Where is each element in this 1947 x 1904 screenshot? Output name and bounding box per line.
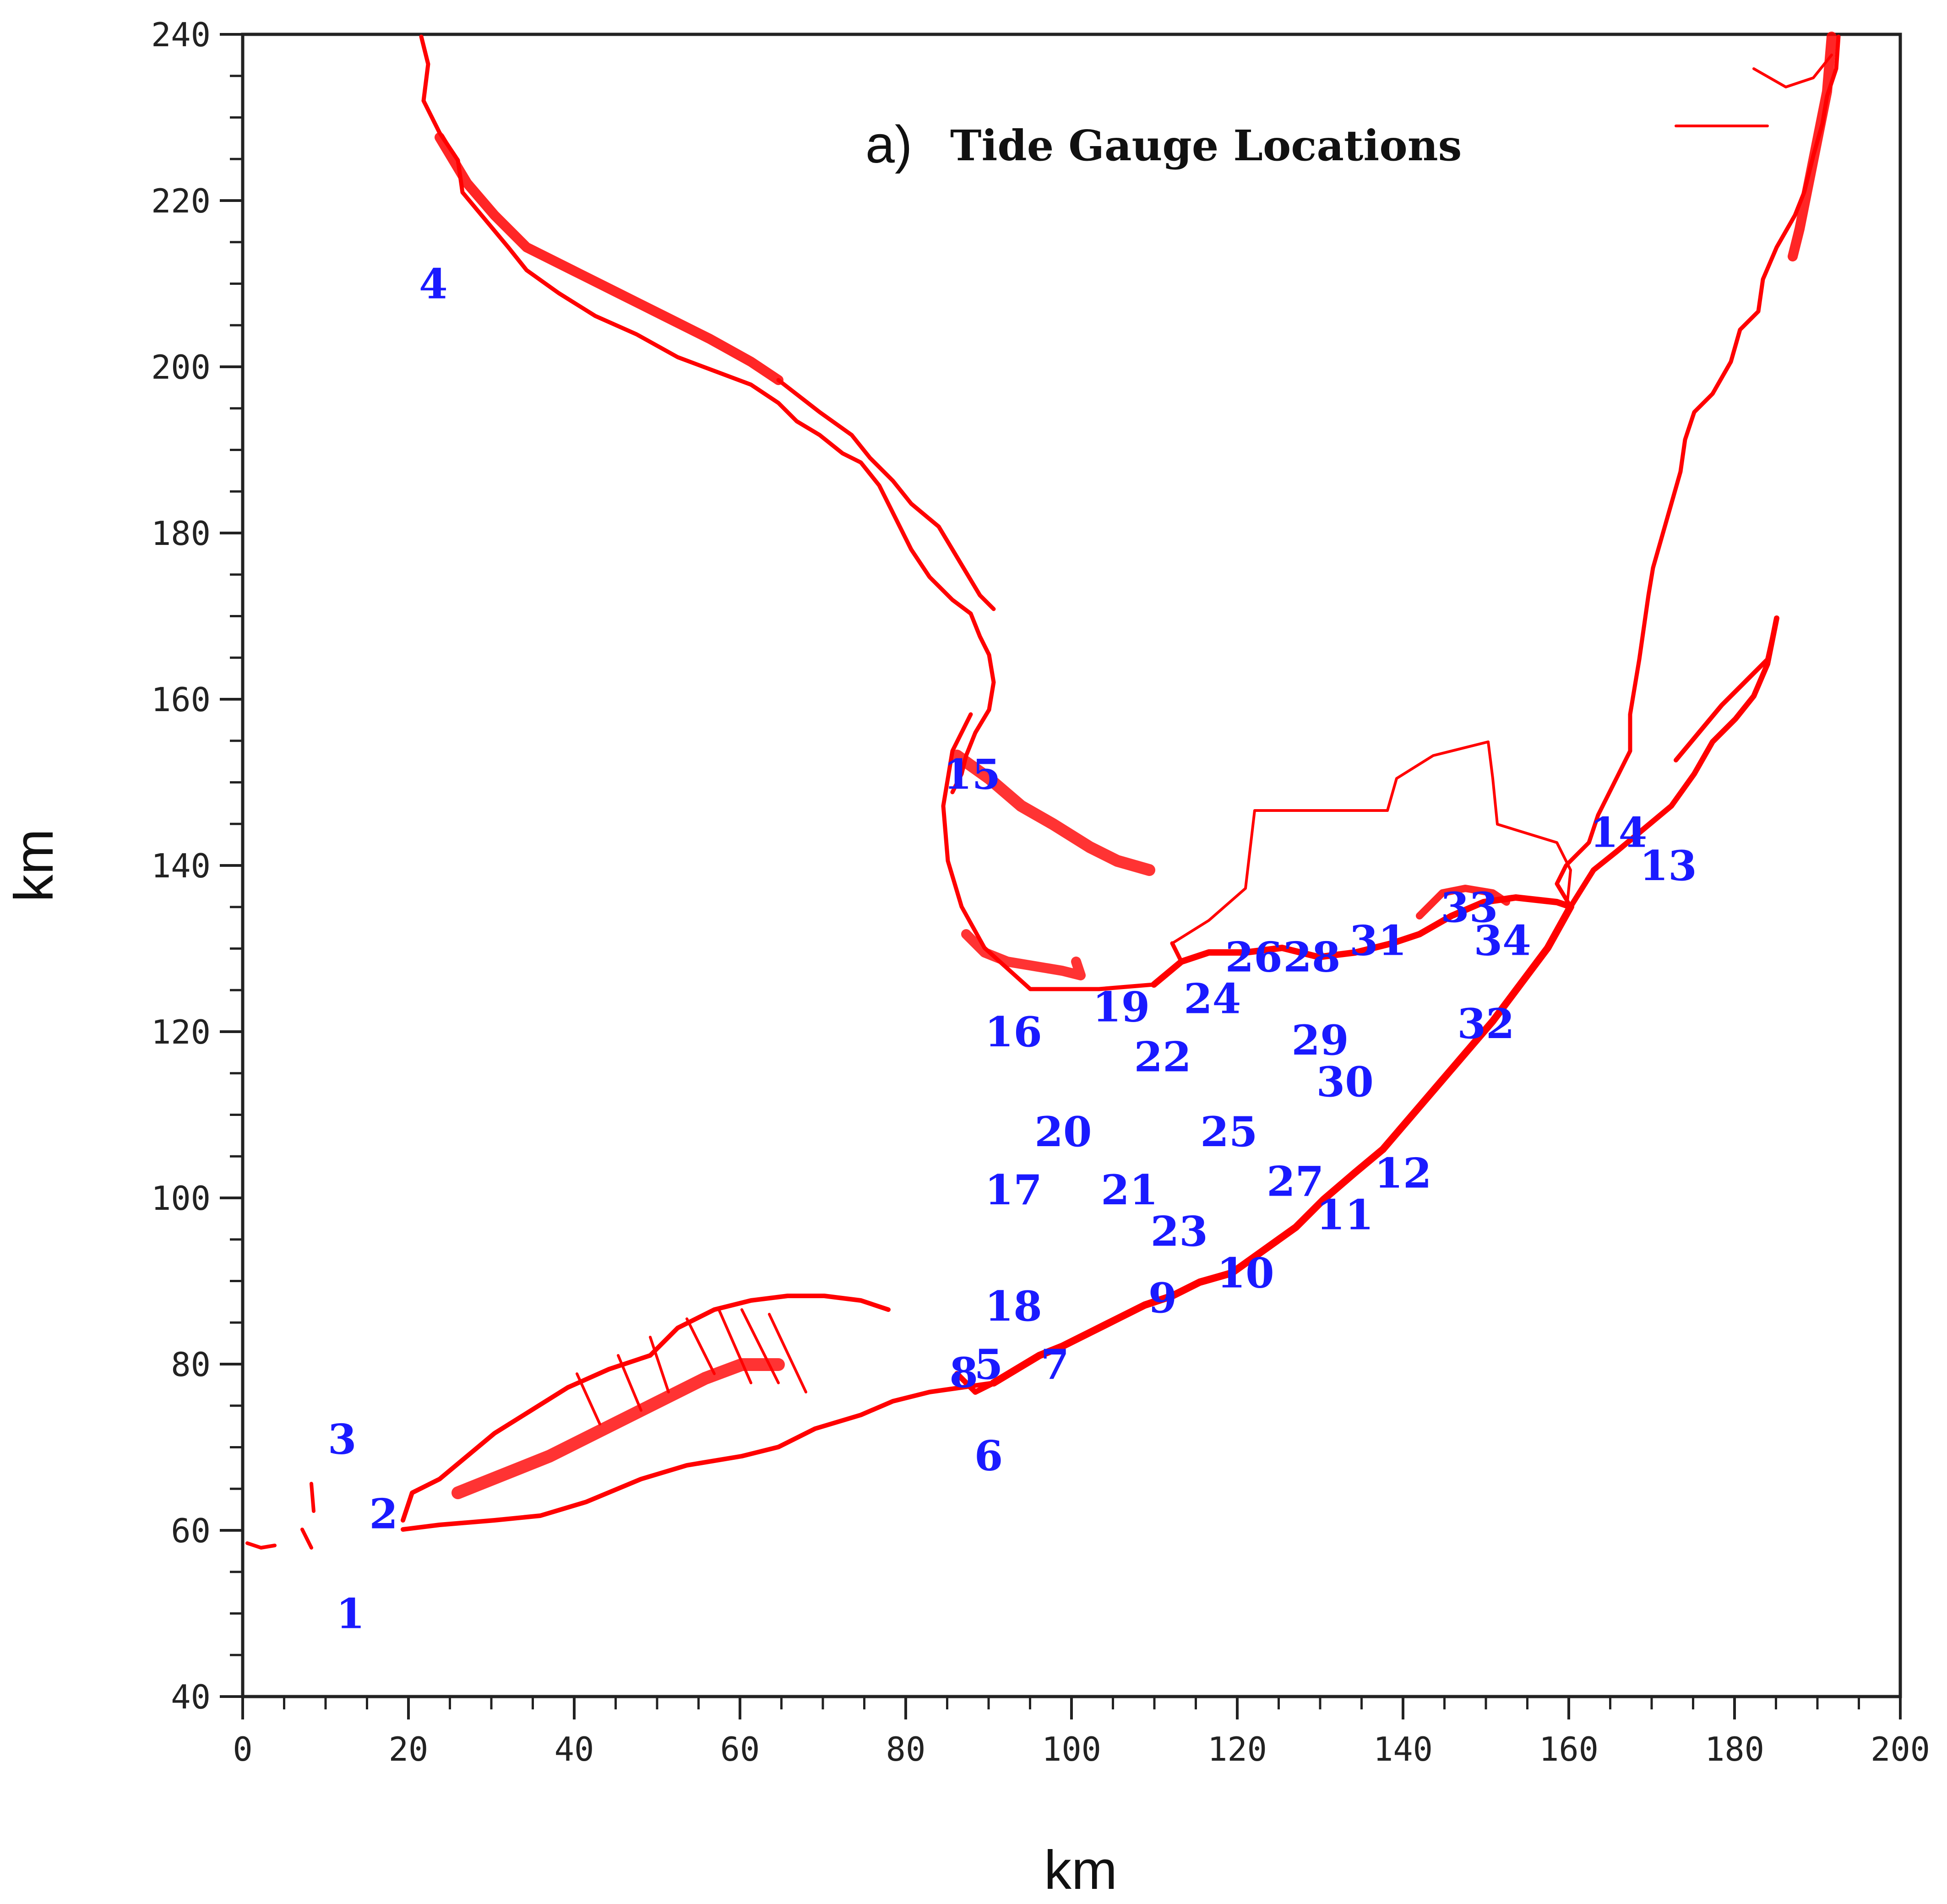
- florida-keys: [990, 903, 1574, 1387]
- x-tick-label: 140: [1373, 1730, 1433, 1768]
- ten-thousand-islands: [961, 929, 1086, 980]
- lower-keys-north: [401, 1294, 891, 1523]
- gauge-label-20: 20: [1034, 1108, 1092, 1156]
- y-tick-label: 100: [151, 1179, 211, 1218]
- atlantic-barrier-islands: [1788, 32, 1837, 261]
- gauge-label-2: 2: [369, 1490, 398, 1539]
- gauge-label-21: 21: [1101, 1166, 1158, 1214]
- x-tick-label: 60: [720, 1730, 760, 1768]
- florida-bay-east: [1416, 885, 1510, 919]
- gauge-label-34: 34: [1474, 916, 1531, 965]
- gauge-labels: 1234567891011121314151617181920212223242…: [328, 260, 1697, 1638]
- gauge-label-8: 8: [949, 1349, 978, 1397]
- gauge-label-15: 15: [943, 750, 1001, 799]
- gauge-label-27: 27: [1267, 1158, 1324, 1206]
- x-axis: 0 20 40 60 80 100 120 140 160 180 200: [233, 1697, 1930, 1768]
- gauge-label-4: 4: [419, 260, 448, 309]
- lower-keys-channels: [576, 1308, 807, 1425]
- gauge-label-24: 24: [1184, 974, 1241, 1023]
- lower-keys-islands: [451, 1358, 785, 1499]
- gauge-label-19: 19: [1093, 983, 1150, 1032]
- figure-title: Tide Gauge Locations: [950, 121, 1462, 170]
- gauge-label-6: 6: [974, 1432, 1003, 1480]
- biscayne-coast: [1568, 615, 1779, 909]
- x-tick-label: 180: [1705, 1730, 1764, 1768]
- marquesas: [245, 1482, 315, 1550]
- x-tick-label: 0: [233, 1730, 252, 1768]
- gauge-label-7: 7: [1040, 1340, 1069, 1389]
- y-axis: 40 60 80 100 120 140 160 180 200 220 240: [151, 16, 243, 1716]
- atlantic-upper-reach: [1752, 54, 1833, 88]
- gauge-label-14: 14: [1590, 808, 1647, 857]
- gauge-label-23: 23: [1151, 1208, 1208, 1256]
- y-tick-label: 140: [151, 847, 211, 885]
- y-tick-label: 120: [151, 1013, 211, 1051]
- gauge-label-29: 29: [1291, 1016, 1349, 1065]
- gauge-label-17: 17: [985, 1166, 1042, 1214]
- gauge-label-32: 32: [1457, 1000, 1514, 1048]
- x-tick-label: 80: [886, 1730, 926, 1768]
- gulf-coast-detail: [435, 132, 783, 385]
- coastline-layer: [245, 32, 1841, 1550]
- gauge-label-10: 10: [1217, 1249, 1274, 1297]
- gulf-coast-inland: [776, 378, 996, 611]
- gauge-label-22: 22: [1134, 1033, 1191, 1081]
- x-tick-label: 200: [1871, 1730, 1930, 1768]
- florida-bay-coast: [1151, 894, 1574, 988]
- y-axis-title: km: [3, 829, 65, 902]
- gauge-label-33: 33: [1441, 883, 1498, 932]
- x-tick-label: 120: [1207, 1730, 1267, 1768]
- keys-upper-detail: [1674, 616, 1779, 762]
- y-tick-label: 160: [151, 680, 211, 719]
- x-tick-label: 20: [389, 1730, 429, 1768]
- gauge-label-11: 11: [1316, 1191, 1374, 1239]
- gauge-label-3: 3: [328, 1415, 357, 1463]
- gauge-label-25: 25: [1200, 1108, 1257, 1156]
- y-tick-label: 220: [151, 182, 211, 220]
- y-tick-label: 200: [151, 348, 211, 386]
- key-west-islands: [954, 1371, 1010, 1395]
- park-boundary: [1171, 740, 1572, 945]
- gauge-label-13: 13: [1640, 842, 1697, 890]
- gauge-label-16: 16: [985, 1008, 1042, 1056]
- y-tick-label: 80: [171, 1345, 211, 1384]
- lower-keys-outline: [401, 1381, 996, 1532]
- x-tick-label: 40: [555, 1730, 594, 1768]
- gauge-label-30: 30: [1316, 1058, 1374, 1106]
- gauge-label-26: 26: [1225, 933, 1283, 982]
- gauge-label-5: 5: [974, 1340, 1003, 1389]
- panel-letter: a): [865, 115, 912, 174]
- gulf-coast-lower: [951, 750, 1155, 876]
- gauge-label-9: 9: [1148, 1274, 1177, 1322]
- atlantic-coastline: [1555, 34, 1841, 909]
- y-tick-label: 240: [151, 16, 211, 54]
- x-axis-title: km: [1044, 1839, 1117, 1901]
- y-tick-label: 180: [151, 514, 211, 553]
- gulf-coastline: [419, 34, 996, 794]
- y-tick-label: 60: [171, 1512, 211, 1550]
- x-tick-label: 100: [1042, 1730, 1101, 1768]
- x-tick-label: 160: [1539, 1730, 1599, 1768]
- gauge-label-12: 12: [1374, 1149, 1431, 1198]
- gauge-label-28: 28: [1283, 933, 1340, 982]
- y-tick-label: 40: [171, 1678, 211, 1716]
- gauge-label-31: 31: [1349, 916, 1407, 965]
- gauge-label-18: 18: [985, 1282, 1042, 1331]
- gauge-label-1: 1: [336, 1590, 365, 1638]
